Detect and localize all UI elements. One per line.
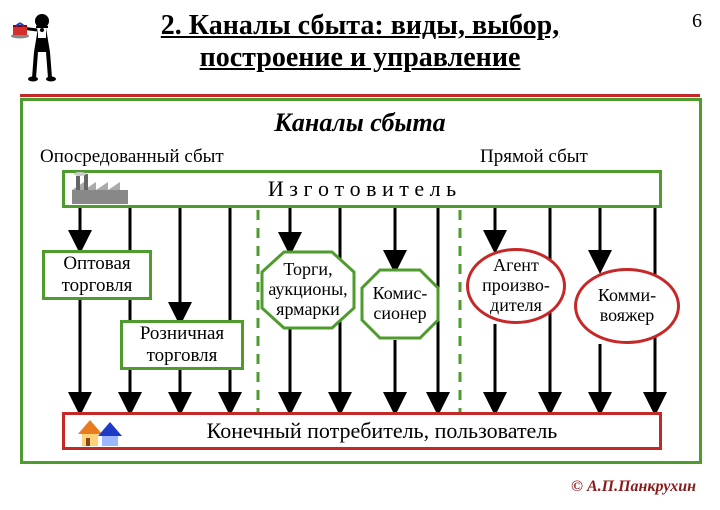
node-auctions: Торги, аукционы, ярмарки (260, 250, 356, 330)
node-commissioner: Комис- сионер (360, 268, 440, 340)
node-agent: Агент произво- дителя (466, 248, 566, 324)
consumer-label: Конечный потребитель, пользователь (207, 418, 558, 443)
label-direct: Прямой сбыт (480, 146, 588, 168)
title-divider (20, 94, 700, 97)
node-retail: Розничная торговля (120, 320, 244, 370)
page-title: 2. Каналы сбыта: виды, выбор, построение… (100, 10, 620, 74)
commissioner-label: Комис- сионер (373, 284, 428, 324)
agent-label: Агент произво- дителя (469, 256, 563, 315)
manufacturer-label: И з г о т о в и т е л ь (268, 176, 456, 201)
node-wholesale: Оптовая торговля (42, 250, 152, 300)
copyright: © А.П.Панкрухин (571, 478, 696, 496)
commivoy-label: Комми- вояжер (598, 286, 656, 326)
auctions-label: Торги, аукционы, ярмарки (264, 260, 352, 319)
manufacturer-box: И з г о т о в и т е л ь (62, 170, 662, 208)
retail-label: Розничная торговля (127, 323, 237, 367)
page-number: 6 (692, 10, 702, 33)
node-commivoy: Комми- вояжер (574, 268, 680, 344)
wholesale-label: Оптовая торговля (49, 253, 145, 297)
factory-icon (70, 172, 130, 211)
house-icon (74, 414, 124, 453)
waiter-icon (10, 10, 68, 87)
consumer-box: Конечный потребитель, пользователь (62, 412, 662, 450)
label-mediated: Опосредованный сбыт (40, 146, 224, 168)
subtitle: Каналы сбыта (0, 108, 720, 138)
